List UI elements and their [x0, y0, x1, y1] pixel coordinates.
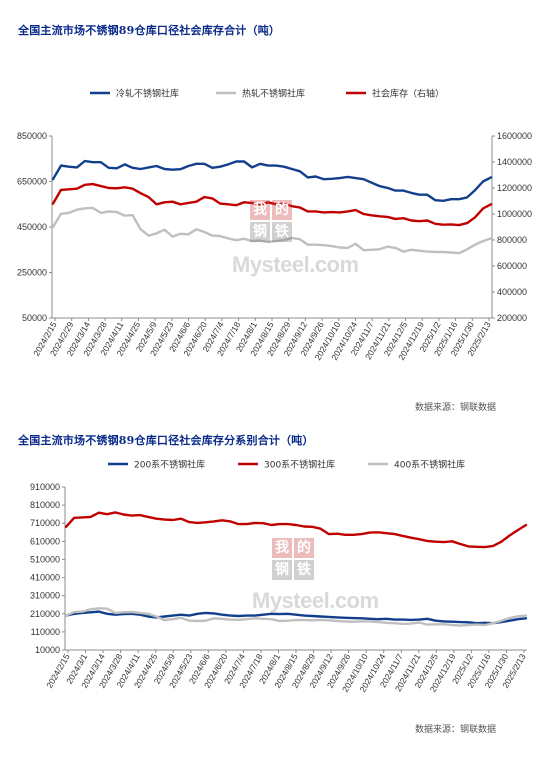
y-tick-label: 510000 — [30, 554, 60, 564]
y-tick-label: 850000 — [17, 131, 47, 141]
watermark-brand: Mysteel.com — [232, 252, 359, 277]
y-tick-label: 210000 — [30, 609, 60, 619]
y-tick-label-right: 800000 — [497, 235, 527, 245]
watermark-glyph: 钢 — [272, 560, 292, 580]
y-tick-label: 310000 — [30, 591, 60, 601]
watermark-glyph: 铁 — [272, 222, 292, 242]
y-tick-label: 250000 — [17, 268, 47, 278]
watermark-glyph: 我 — [272, 538, 292, 558]
y-tick-label: 110000 — [31, 627, 60, 637]
x-tick-label: 2024/2/15 — [44, 652, 72, 690]
y-tick-label-right: 1400000 — [497, 157, 532, 167]
series-line — [64, 610, 528, 625]
series-line — [51, 182, 493, 227]
chart-total-inventory: 50000 250000 450000 650000 850000 200000 40000… — [17, 88, 532, 362]
chart-panel-total: 全国主流市场不锈钢89仓库口径社会库存合计（吨） 50000 250000 4500… — [17, 24, 532, 413]
y-tick-label-right: 400000 — [497, 287, 527, 297]
y-tick-label: 450000 — [17, 222, 47, 232]
chart-title: 全国主流市场不锈钢89仓库口径社会库存分系别合计（吨） — [18, 434, 314, 447]
y-tick-label: 410000 — [30, 573, 60, 583]
y-tick-label: 710000 — [30, 518, 60, 528]
chart-inventory-by-grade: 10000 110000 210000 310000 410000 510000 61000… — [30, 459, 528, 694]
y-tick-label-right: 1600000 — [497, 131, 532, 141]
chart-title: 全国主流市场不锈钢89仓库口径社会库存合计（吨） — [18, 24, 281, 37]
y-tick-label-right: 200000 — [497, 313, 527, 323]
chart-panel-by-series: 全国主流市场不锈钢89仓库口径社会库存分系别合计（吨） 10000 110000 2… — [0, 420, 554, 758]
data-source: 数据来源：钢联数据 — [414, 403, 496, 413]
watermark-glyph: 铁 — [294, 560, 314, 580]
y-tick-label-right: 600000 — [497, 261, 527, 271]
y-tick-label: 10000 — [35, 645, 60, 655]
data-source: 数据来源：钢联数据 — [414, 725, 496, 735]
legend-label: 冷轧不锈钢社库 — [116, 88, 179, 100]
y-tick-label: 650000 — [17, 177, 47, 187]
legend-label: 社会库存（右轴） — [372, 88, 444, 100]
watermark-glyph: 的 — [294, 538, 314, 558]
legend-label: 300系不锈钢社库 — [264, 459, 335, 471]
legend-label: 热轧不锈钢社库 — [242, 88, 305, 100]
legend-item: 热轧不锈钢社库 — [216, 88, 305, 100]
legend-item: 400系不锈钢社库 — [368, 459, 465, 471]
legend-item: 200系不锈钢社库 — [108, 459, 205, 471]
legend-item: 冷轧不锈钢社库 — [90, 88, 179, 100]
series-line — [64, 511, 528, 549]
watermark-glyph: 的 — [272, 200, 292, 220]
legend-item: 社会库存（右轴） — [346, 88, 444, 100]
series-line — [51, 206, 493, 255]
series-line — [64, 607, 528, 627]
series-line — [51, 159, 493, 203]
watermark-glyph: 我 — [250, 200, 270, 220]
y-tick-label: 50000 — [22, 313, 47, 323]
y-tick-label: 810000 — [30, 500, 60, 510]
y-tick-label: 910000 — [30, 482, 60, 492]
watermark-brand: Mysteel.com — [252, 588, 379, 613]
y-tick-label: 610000 — [30, 536, 60, 546]
legend-label: 400系不锈钢社库 — [394, 459, 465, 471]
watermark-glyph: 钢 — [250, 222, 270, 242]
y-tick-label-right: 1000000 — [497, 209, 532, 219]
legend-label: 200系不锈钢社库 — [134, 459, 205, 471]
legend-item: 300系不锈钢社库 — [238, 459, 335, 471]
y-tick-label-right: 1200000 — [497, 183, 532, 193]
